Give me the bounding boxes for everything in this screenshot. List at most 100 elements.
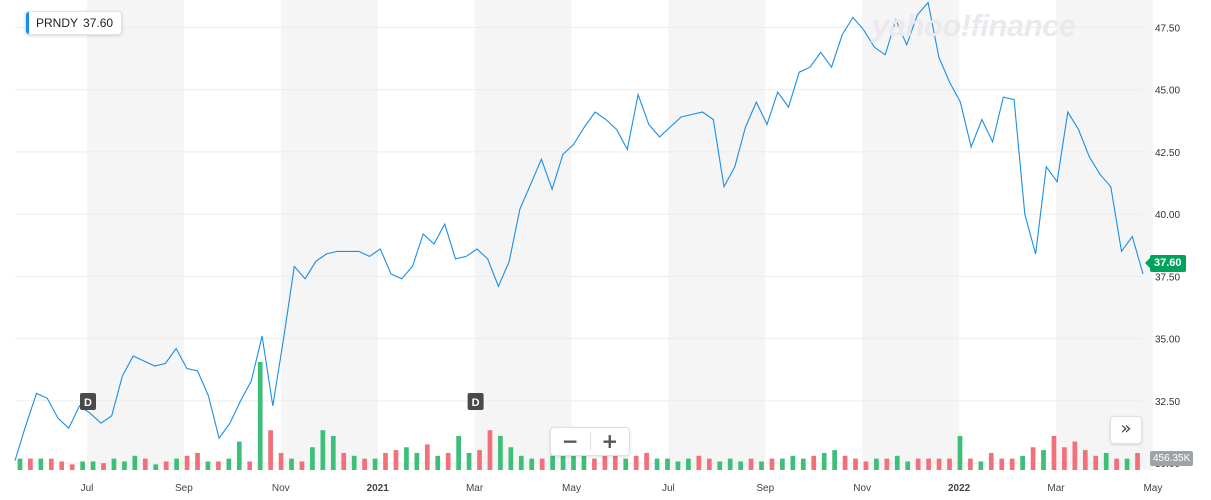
volume-bar [623,458,629,470]
volume-bar [1020,455,1025,470]
volume-bar [1082,450,1088,470]
ticker-price: 37.60 [83,16,114,30]
volume-bar [884,458,890,470]
volume-bar [383,452,388,470]
yahoo-finance-logo: yahoo!finance [872,8,1076,43]
volume-bar [581,455,587,470]
volume-bar [508,447,514,470]
volume-bar [738,461,743,470]
volume-bar [59,461,65,470]
volume-bar [612,455,618,470]
zoom-out-button[interactable]: − [551,428,590,455]
volume-bar [592,458,597,470]
volume-bar [1051,435,1057,470]
volume-bar [122,461,127,470]
volume-bar [926,458,931,470]
month-band [87,0,184,470]
volume-bar [821,452,827,470]
volume-bar [999,458,1005,470]
volume-bar [686,458,691,470]
x-tick-label: Mar [466,483,484,494]
volume-bar [320,430,326,470]
month-band [280,0,378,470]
volume-bar [539,458,545,470]
volume-bar [38,458,44,470]
dividend-marker-label: D [84,397,92,409]
volume-bar [80,461,85,470]
x-tick-label: May [1143,483,1162,494]
y-tick-label: 35.00 [1155,335,1180,346]
volume-bar [351,455,357,470]
volume-bar [769,458,775,470]
volume-bar [69,464,75,470]
volume-bar [414,452,420,470]
volume-bar [1124,458,1130,470]
y-tick-label: 45.00 [1155,86,1180,97]
volume-bar [790,455,796,470]
volume-bar [863,461,869,470]
volume-bar [362,458,367,470]
volume-bar [216,461,221,470]
ticker-badge[interactable]: PRNDY 37.60 [25,11,123,35]
y-tick-label: 47.50 [1155,23,1180,34]
volume-bar [1009,458,1015,470]
volume-bar [571,452,576,470]
volume-bar [936,458,942,470]
volume-bar [48,458,54,470]
volume-bar [466,452,472,470]
x-tick-label: Jul [81,483,94,494]
zoom-divider [589,432,591,451]
volume-bar [372,458,378,470]
x-tick-label: 2021 [367,483,390,494]
volume-bar [633,455,639,470]
y-tick-label: 42.50 [1155,148,1180,159]
x-tick-label: Sep [756,483,774,494]
volume-bar [717,461,723,470]
volume-bar [947,458,952,470]
volume-tag: 456.35K [1150,451,1194,466]
zoom-in-button[interactable]: + [591,428,630,455]
ticker-symbol: PRNDY [36,16,79,30]
volume-bar [299,461,305,470]
volume-bar [205,461,211,470]
volume-bar [257,362,263,470]
x-tick-label: Mar [1047,483,1065,494]
volume-bar [247,461,253,470]
volume-bar [111,458,117,470]
dividend-marker [467,393,484,410]
volume-bar [163,461,169,470]
volume-bar [456,435,461,470]
volume-bar [1135,452,1140,470]
dividend-marker [80,393,96,410]
volume-bar [226,458,232,470]
volume-bar [560,452,566,470]
volume-bar [1030,447,1036,470]
month-band [668,0,766,470]
volume-bar [424,444,430,470]
volume-bar [602,452,608,470]
fast-forward-button[interactable]: » [1110,416,1142,444]
x-tick-label: Nov [853,483,871,494]
volume-bar [393,450,399,470]
volume-bar [832,450,837,470]
volume-bar [780,458,785,470]
volume-bar [675,461,681,470]
volume-bar [17,458,23,470]
volume-bar [905,461,911,470]
volume-bar [236,441,242,470]
volume-bar [529,458,535,470]
y-tick-label: 32.50 [1155,397,1180,408]
volume-bar [874,458,879,470]
volume-bar [289,458,294,470]
volume-bar [1062,447,1067,470]
month-band [1056,0,1153,470]
volume-bar [310,447,315,470]
volume-bar [487,430,493,470]
volume-bar [853,458,858,470]
month-band [862,0,960,470]
volume-bar [1103,452,1109,470]
volume-bar [1114,458,1119,470]
volume-bar [665,458,670,470]
volume-bar [1093,455,1099,470]
